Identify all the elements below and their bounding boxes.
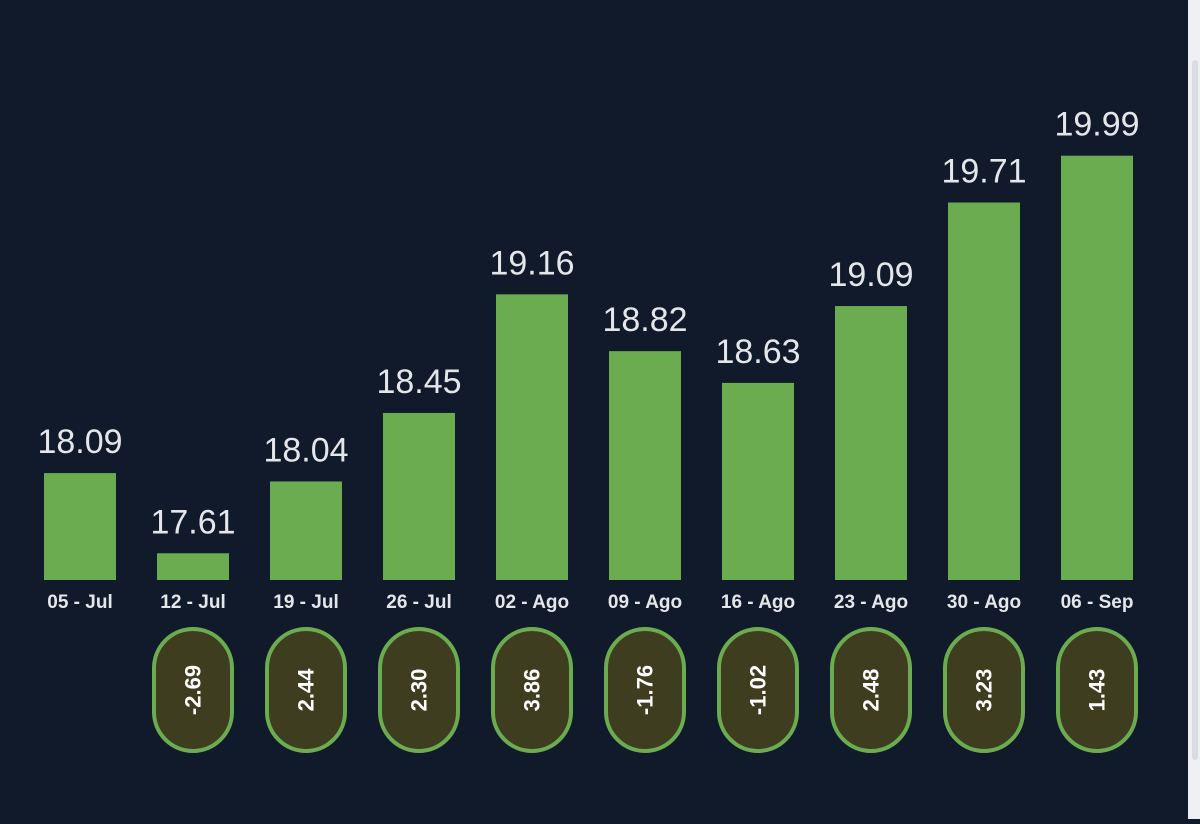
value-label: 19.99 xyxy=(1054,106,1139,144)
value-label: 18.04 xyxy=(263,431,348,469)
bar xyxy=(44,473,116,580)
change-pills-layer: -2.69 2.44 2.30 3.86 -1.76 -1.02 2.48 3.23 1.43 xyxy=(152,627,1138,753)
bar xyxy=(270,481,342,580)
x-tick-label: 19 - Jul xyxy=(273,592,338,613)
value-label: 17.61 xyxy=(150,503,235,541)
change-pill xyxy=(1056,627,1138,753)
value-labels-layer: 18.09 17.61 18.04 18.45 19.16 18.82 18.63 19.09… xyxy=(37,106,1139,542)
change-pill xyxy=(717,627,799,753)
change-pill-label: -1.02 xyxy=(746,665,771,715)
change-pill xyxy=(830,627,912,753)
change-pill-label: 2.48 xyxy=(859,669,884,712)
change-pill xyxy=(378,627,460,753)
change-pill xyxy=(943,627,1025,753)
bar xyxy=(609,351,681,580)
change-pill xyxy=(604,627,686,753)
change-pill xyxy=(265,627,347,753)
value-label: 18.09 xyxy=(37,423,122,461)
x-tick-label: 05 - Jul xyxy=(47,592,112,613)
value-label: 19.71 xyxy=(941,152,1026,190)
change-pill-label: 2.30 xyxy=(407,669,432,712)
x-tick-label: 09 - Ago xyxy=(608,592,682,613)
change-pill-label: 3.86 xyxy=(520,669,545,712)
value-label: 18.45 xyxy=(376,363,461,401)
value-label: 19.09 xyxy=(828,256,913,294)
bar xyxy=(835,306,907,580)
bar xyxy=(1061,155,1133,580)
change-pill xyxy=(491,627,573,753)
value-label: 18.63 xyxy=(715,333,800,371)
x-tick-label: 30 - Ago xyxy=(947,592,1021,613)
change-pill-label: 3.23 xyxy=(972,669,997,712)
change-pill-label: -1.76 xyxy=(633,665,658,715)
change-pill-label: 1.43 xyxy=(1085,669,1110,712)
change-pill-label: 2.44 xyxy=(294,668,319,712)
scrollbar-thumb[interactable] xyxy=(1192,60,1198,760)
bars-layer xyxy=(44,155,1133,581)
tick-labels-layer: 05 - Jul 12 - Jul 19 - Jul 26 - Jul 02 - Ago… xyxy=(47,592,1133,613)
bar xyxy=(722,382,794,580)
bar xyxy=(157,553,229,580)
bar xyxy=(948,202,1020,581)
x-tick-label: 23 - Ago xyxy=(834,592,908,613)
change-pill-label: -2.69 xyxy=(181,665,206,715)
value-label: 19.16 xyxy=(489,244,574,282)
change-pill xyxy=(152,627,234,753)
x-tick-label: 06 - Sep xyxy=(1061,592,1134,613)
value-label: 18.82 xyxy=(602,301,687,339)
bar xyxy=(496,294,568,580)
x-tick-label: 02 - Ago xyxy=(495,592,569,613)
x-tick-label: 12 - Jul xyxy=(160,592,225,613)
bar xyxy=(383,412,455,580)
x-tick-label: 26 - Jul xyxy=(386,592,451,613)
x-tick-label: 16 - Ago xyxy=(721,592,795,613)
scrollbar-track[interactable] xyxy=(1188,0,1200,819)
